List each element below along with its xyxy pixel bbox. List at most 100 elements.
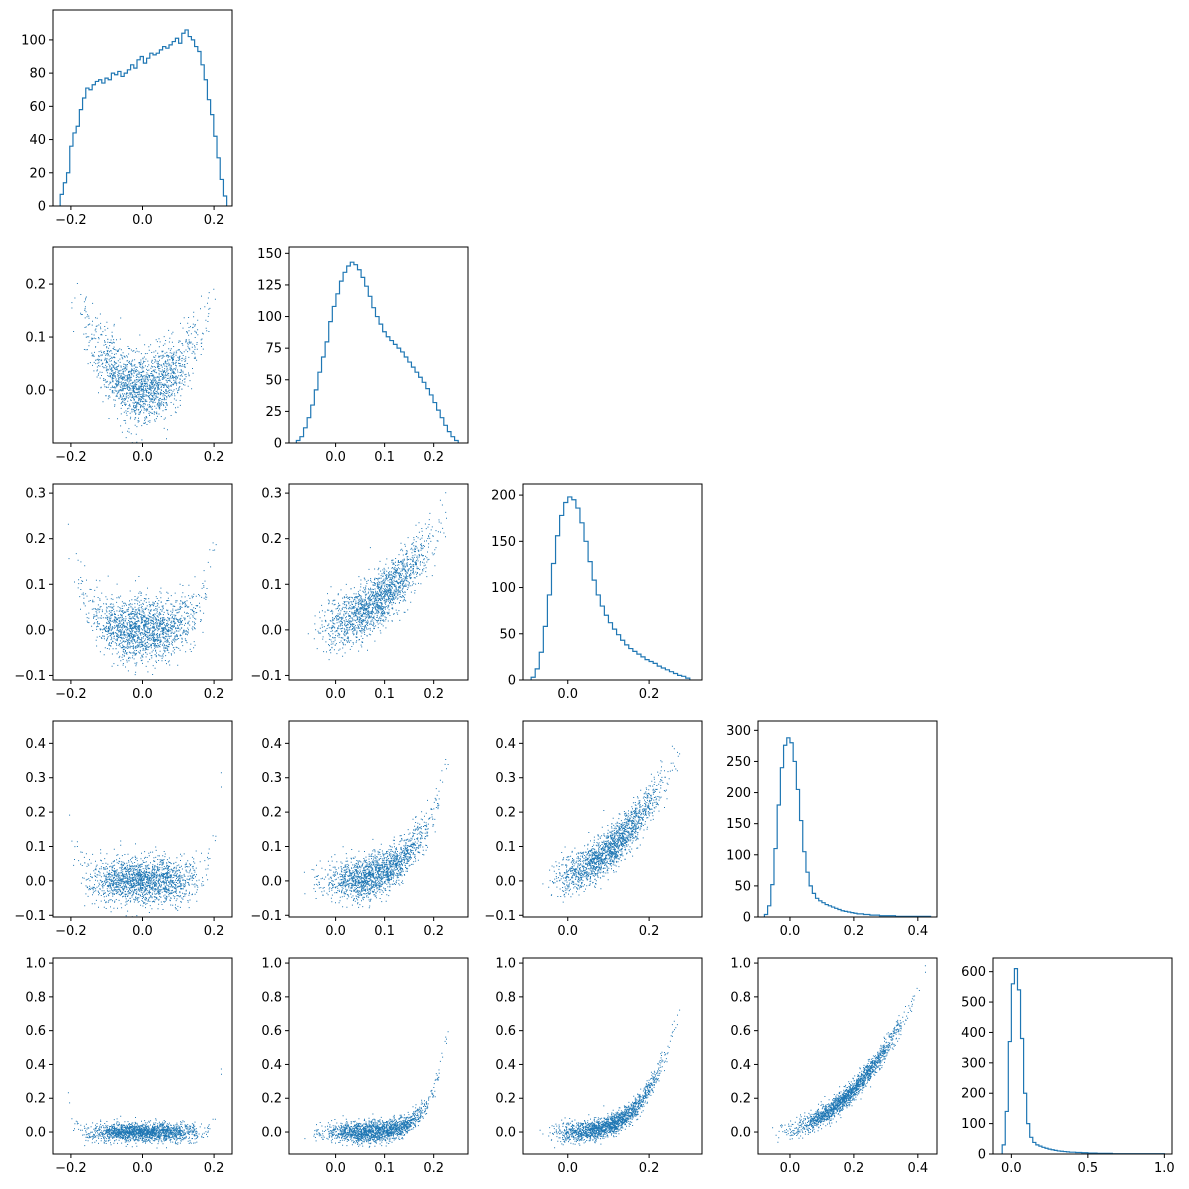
hist-1-xtick-label: −0.2 <box>55 213 87 228</box>
hist-3-xtick-label: 0.0 <box>557 687 578 702</box>
scatter-r1c0-ytick-label: 0.1 <box>25 331 46 346</box>
scatter-r4c3-ytick-label: 0.0 <box>730 1126 751 1141</box>
scatter-r3c2-xtick-label: 0.2 <box>639 924 660 939</box>
scatter-r3c1-ytick-label: 0.3 <box>261 771 282 786</box>
scatter-r4c0-ytick-label: 0.2 <box>25 1092 46 1107</box>
scatter-r3c2-ytick-label: 0.4 <box>495 737 516 752</box>
scatter-r1c0-xtick-label: −0.2 <box>55 450 87 465</box>
hist-3-ytick-label: 0 <box>508 674 516 689</box>
scatter-r2c0-ytick-label: 0.2 <box>25 532 46 547</box>
scatter-r4c0-xtick-label: 0.0 <box>132 1161 153 1176</box>
hist-1-xtick-label: 0.2 <box>204 213 225 228</box>
scatter-r2c1-xtick-label: 0.1 <box>374 687 395 702</box>
scatter-r4c0-xtick-label: −0.2 <box>55 1161 87 1176</box>
hist-2-ytick-label: 50 <box>265 373 282 388</box>
scatter-r2c1-ytick-label: 0.3 <box>261 487 282 502</box>
scatter-r3c1-ytick-label: 0.2 <box>261 806 282 821</box>
scatter-r3c0-ytick-label: 0.3 <box>25 771 46 786</box>
hist-5-xtick-label: 0.0 <box>1001 1161 1022 1176</box>
scatter-r3c2-ytick-label: −0.1 <box>484 909 516 924</box>
scatter-r3c0-xtick-label: −0.2 <box>55 924 87 939</box>
hist-3-ytick-label: 150 <box>491 535 516 550</box>
hist-2-xtick-label: 0.1 <box>374 450 395 465</box>
scatter-r2c0-xtick-label: 0.0 <box>132 687 153 702</box>
scatter-r3c2-xtick-label: 0.0 <box>557 924 578 939</box>
scatter-r4c1-ytick-label: 0.8 <box>261 990 282 1005</box>
hist-2-xtick-label: 0.2 <box>423 450 444 465</box>
scatter-r4c0-ytick-label: 0.8 <box>25 990 46 1005</box>
scatter-r3c0-ytick-label: 0.2 <box>25 806 46 821</box>
hist-5-ytick-label: 500 <box>961 996 986 1011</box>
hist-2-ytick-label: 25 <box>265 405 282 420</box>
scatter-r4c2-xtick-label: 0.2 <box>639 1161 660 1176</box>
hist-3-xtick-label: 0.2 <box>639 687 660 702</box>
hist-4-xtick-label: 0.0 <box>780 924 801 939</box>
scatter-r2c1-ytick-label: 0.0 <box>261 623 282 638</box>
scatter-r3c2-ytick-label: 0.0 <box>495 874 516 889</box>
scatter-r1c0-xtick-label: 0.2 <box>204 450 225 465</box>
scatter-r2c0-ytick-label: 0.3 <box>25 487 46 502</box>
hist-1-ytick-label: 100 <box>21 33 46 48</box>
hist-4-ytick-label: 300 <box>726 724 751 739</box>
hist-4-ytick-label: 250 <box>726 755 751 770</box>
scatter-r2c0-ytick-label: −0.1 <box>14 669 46 684</box>
hist-4-xtick-label: 0.2 <box>844 924 865 939</box>
hist-1-ytick-label: 20 <box>29 166 46 181</box>
scatter-r2c0-ytick-label: 0.1 <box>25 578 46 593</box>
scatter-r3c1-xtick-label: 0.1 <box>374 924 395 939</box>
hist-5-ytick-label: 200 <box>961 1087 986 1102</box>
scatter-r2c1-xtick-label: 0.2 <box>423 687 444 702</box>
hist-4-ytick-label: 0 <box>743 911 751 926</box>
scatter-r2c1-xtick-label: 0.0 <box>325 687 346 702</box>
hist-2-ytick-label: 125 <box>257 278 282 293</box>
corner-plot-figure: −0.2 0.0 0.20204060801000.0 0.1 0.2025507510… <box>0 0 1189 1189</box>
scatter-r4c2-ytick-label: 0.4 <box>495 1058 516 1073</box>
scatter-r4c3-xtick-label: 0.0 <box>780 1161 801 1176</box>
scatter-r4c1-ytick-label: 0.6 <box>261 1024 282 1039</box>
scatter-r4c3-xtick-label: 0.2 <box>844 1161 865 1176</box>
scatter-r4c1-xtick-label: 0.0 <box>325 1161 346 1176</box>
scatter-r4c3-xtick-label: 0.4 <box>907 1161 928 1176</box>
scatter-r3c2-ytick-label: 0.3 <box>495 771 516 786</box>
hist-2-ytick-label: 75 <box>265 342 282 357</box>
scatter-r4c0-ytick-label: 0.4 <box>25 1058 46 1073</box>
scatter-r3c0-ytick-label: 0.4 <box>25 737 46 752</box>
scatter-r4c1-ytick-label: 0.0 <box>261 1126 282 1141</box>
scatter-r3c0-ytick-label: 0.1 <box>25 840 46 855</box>
hist-1-xtick-label: 0.0 <box>132 213 153 228</box>
scatter-r3c1-xtick-label: 0.0 <box>325 924 346 939</box>
scatter-r4c3-ytick-label: 1.0 <box>730 957 751 972</box>
scatter-r4c1-xtick-label: 0.2 <box>423 1161 444 1176</box>
hist-5-ytick-label: 300 <box>961 1056 986 1071</box>
scatter-r3c2-ytick-label: 0.2 <box>495 806 516 821</box>
hist-5-xtick-label: 1.0 <box>1154 1161 1175 1176</box>
scatter-r3c0-xtick-label: 0.2 <box>204 924 225 939</box>
hist-4-xtick-label: 0.4 <box>907 924 928 939</box>
scatter-r4c3-ytick-label: 0.2 <box>730 1092 751 1107</box>
scatter-r4c1-xtick-label: 0.1 <box>374 1161 395 1176</box>
scatter-r4c1-ytick-label: 0.2 <box>261 1092 282 1107</box>
hist-2-ytick-label: 100 <box>257 310 282 325</box>
scatter-r4c2-ytick-label: 0.8 <box>495 990 516 1005</box>
scatter-r4c2-ytick-label: 0.2 <box>495 1092 516 1107</box>
hist-5-ytick-label: 0 <box>978 1148 986 1163</box>
scatter-r4c0-ytick-label: 1.0 <box>25 957 46 972</box>
scatter-r4c1-ytick-label: 1.0 <box>261 957 282 972</box>
hist-5-ytick-label: 400 <box>961 1026 986 1041</box>
scatter-r4c2-ytick-label: 0.6 <box>495 1024 516 1039</box>
hist-1-ytick-label: 40 <box>29 133 46 148</box>
hist-4-ytick-label: 150 <box>726 817 751 832</box>
hist-5-ytick-label: 600 <box>961 965 986 980</box>
hist-2-xtick-label: 0.0 <box>325 450 346 465</box>
hist-1-ytick-label: 80 <box>29 67 46 82</box>
scatter-r4c3-ytick-label: 0.4 <box>730 1058 751 1073</box>
scatter-r3c0-xtick-label: 0.0 <box>132 924 153 939</box>
scatter-r3c1-xtick-label: 0.2 <box>423 924 444 939</box>
scatter-r4c2-ytick-label: 1.0 <box>495 957 516 972</box>
scatter-r3c1-ytick-label: 0.4 <box>261 737 282 752</box>
hist-4-ytick-label: 50 <box>734 879 751 894</box>
scatter-r3c1-ytick-label: 0.0 <box>261 874 282 889</box>
scatter-r2c0-xtick-label: −0.2 <box>55 687 87 702</box>
scatter-r4c1-ytick-label: 0.4 <box>261 1058 282 1073</box>
figure-background <box>0 0 1189 1189</box>
